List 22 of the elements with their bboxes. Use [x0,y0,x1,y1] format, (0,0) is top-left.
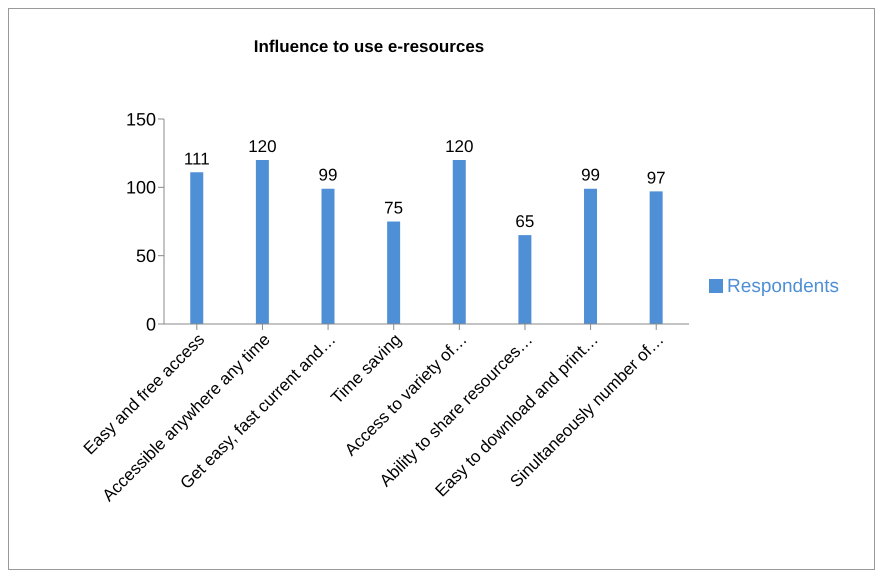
y-tick-label: 150 [126,109,156,130]
bar [322,188,335,324]
data-label: 97 [646,168,666,188]
data-label: 65 [515,212,534,232]
y-tick-label: 100 [126,178,156,198]
data-label: 99 [581,166,600,185]
y-tick-label: 50 [136,246,156,266]
bar [584,188,598,324]
data-label: 111 [184,149,210,168]
bar [650,191,663,324]
bar [190,172,204,324]
data-label: 99 [318,166,338,185]
data-label: 120 [248,137,277,156]
bar [256,160,269,324]
data-label: 75 [384,198,404,218]
bar [452,160,466,324]
legend-label: Respondents [727,276,839,296]
data-label: 120 [445,137,474,156]
bar [518,235,532,324]
chart-title: Influence to use e-resources [252,37,486,57]
bar [387,222,400,324]
y-tick-label: 0 [146,314,156,334]
